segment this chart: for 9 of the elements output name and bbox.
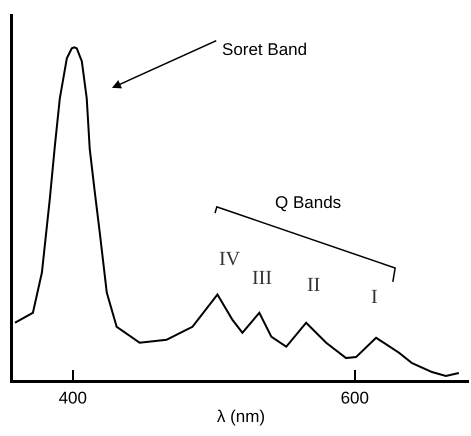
annotation: I bbox=[371, 286, 378, 308]
annotation: II bbox=[307, 274, 320, 296]
annotation: Q Bands bbox=[275, 193, 342, 212]
x-tick-label: 600 bbox=[340, 388, 369, 408]
x-axis-title: λ (nm) bbox=[216, 406, 266, 426]
x-tick-label: 400 bbox=[58, 388, 87, 408]
annotation: IV bbox=[219, 248, 241, 270]
annotation: III bbox=[252, 267, 272, 289]
annotation: Soret Band bbox=[222, 40, 308, 59]
